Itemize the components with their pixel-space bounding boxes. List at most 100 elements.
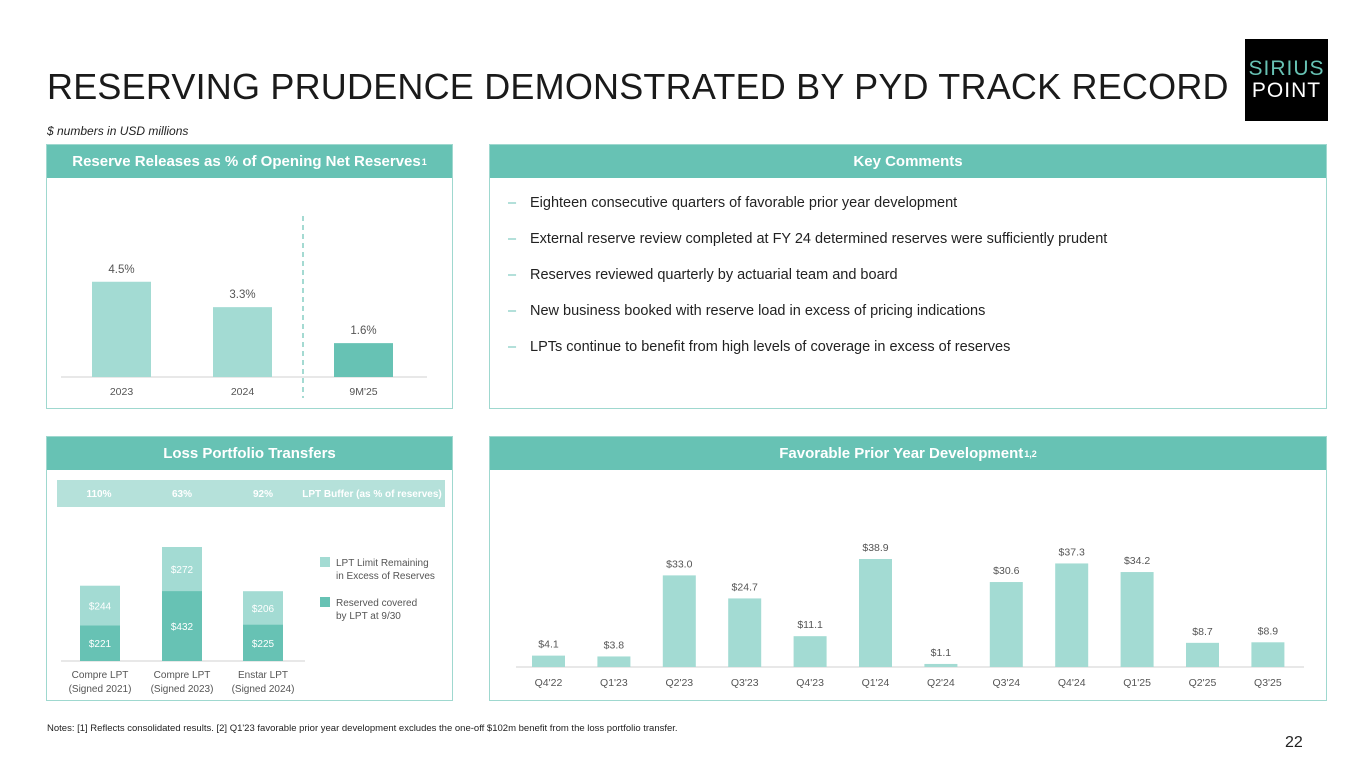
bar-Q3'24 <box>989 582 1023 667</box>
x-tick-label: Q3'23 <box>731 677 759 689</box>
x-tick-label: 2024 <box>231 386 255 398</box>
x-tick-label-line1: Compre LPT <box>154 670 211 681</box>
dash-bullet: – <box>508 195 517 211</box>
buffer-label: LPT Buffer (as % of reserves) <box>302 489 442 500</box>
buffer-value: 92% <box>253 489 273 500</box>
bar-Q4'23 <box>793 636 827 667</box>
legend-label-line2: by LPT at 9/30 <box>336 611 401 622</box>
pyd-footnote-ref: 1,2 <box>1024 448 1037 459</box>
bar-reserved-covered <box>243 624 283 661</box>
data-label: $225 <box>252 639 275 650</box>
comment-item: – New business booked with reserve load i… <box>508 303 1107 339</box>
x-tick-label: Q1'23 <box>600 677 628 689</box>
data-label: $30.6 <box>993 565 1019 577</box>
lpt-chart: 110% 63% 92% LPT Buffer (as % of reserves) $… <box>57 480 445 695</box>
key-comments-panel: Key Comments – Eighteen consecutive quart… <box>489 144 1327 409</box>
legend-swatch <box>320 597 330 607</box>
lpt-buffer-bar <box>57 480 445 507</box>
comment-item: – LPTs continue to benefit from high leve… <box>508 339 1107 375</box>
buffer-value: 110% <box>86 489 111 500</box>
comment-item: – External reserve review completed at FY… <box>508 231 1107 267</box>
x-tick-label: Q1'24 <box>862 677 890 689</box>
bar-9M'25 <box>334 343 393 377</box>
pyd-title: Favorable Prior Year Development <box>779 445 1024 462</box>
bar-reserved-covered <box>162 591 202 661</box>
data-label: 3.3% <box>229 289 255 301</box>
reserve-releases-chart: 4.5% 2023 3.3% 2024 1.6% 9M'25 <box>61 216 427 398</box>
data-label: $272 <box>171 565 194 576</box>
lpt-title: Loss Portfolio Transfers <box>163 445 336 462</box>
bar-Q3'25 <box>1251 642 1285 667</box>
legend-swatch <box>320 557 330 567</box>
reserve-releases-header: Reserve Releases as % of Opening Net Res… <box>47 145 452 178</box>
footnotes: Notes: [1] Reflects consolidated results… <box>47 723 678 734</box>
key-comments-header: Key Comments <box>490 145 1326 178</box>
data-label: $38.9 <box>862 542 888 554</box>
comment-item: – Reserves reviewed quarterly by actuaria… <box>508 267 1107 303</box>
comment-text: Eighteen consecutive quarters of favorab… <box>530 195 958 211</box>
data-label: $8.7 <box>1192 626 1213 638</box>
dash-bullet: – <box>508 303 517 319</box>
x-tick-label: Q3'25 <box>1254 677 1282 689</box>
comment-text: New business booked with reserve load in… <box>530 303 986 319</box>
x-tick-label: Q4'23 <box>796 677 824 689</box>
dash-bullet: – <box>508 339 517 355</box>
x-tick-label-line2: (Signed 2024) <box>232 684 295 695</box>
bar-Q2'24 <box>924 663 958 667</box>
data-label: $37.3 <box>1059 546 1085 558</box>
data-label: $244 <box>89 601 112 612</box>
legend-label-line2: in Excess of Reserves <box>336 571 435 582</box>
data-label: $33.0 <box>666 558 692 570</box>
lpt-header: Loss Portfolio Transfers <box>47 437 452 470</box>
logo-line-2: POINT <box>1251 79 1322 102</box>
bar-Q2'25 <box>1186 642 1219 667</box>
x-tick-label: 2023 <box>110 386 134 398</box>
data-label: $221 <box>89 639 112 650</box>
logo-line-1: SIRIUS <box>1248 57 1325 80</box>
data-label: $3.8 <box>604 639 625 651</box>
data-label: $34.2 <box>1124 555 1150 567</box>
pyd-panel: Favorable Prior Year Development 1,2 $4.1… <box>489 436 1327 701</box>
data-label: $8.9 <box>1258 625 1279 637</box>
bar-Q3'23 <box>728 598 762 667</box>
data-label: $206 <box>252 604 275 615</box>
bar-Q4'22 <box>532 655 565 667</box>
reserve-releases-footnote-ref: 1 <box>421 156 427 167</box>
bar-Q2'23 <box>662 575 696 667</box>
x-tick-label: Q2'24 <box>927 677 955 689</box>
company-logo: SIRIUS POINT <box>1245 39 1328 121</box>
x-tick-label-line1: Enstar LPT <box>238 670 288 681</box>
x-tick-label-line1: Compre LPT <box>72 670 129 681</box>
data-label: $4.1 <box>538 639 559 651</box>
data-label: 4.5% <box>108 264 134 276</box>
bar-limit-remaining <box>243 591 283 625</box>
pyd-header: Favorable Prior Year Development 1,2 <box>490 437 1326 470</box>
key-comments-list: – Eighteen consecutive quarters of favora… <box>508 195 1107 375</box>
x-tick-label: 9M'25 <box>349 386 377 398</box>
comment-item: – Eighteen consecutive quarters of favora… <box>508 195 1107 231</box>
data-label: 1.6% <box>350 325 376 337</box>
data-label: $432 <box>171 622 194 633</box>
comment-text: LPTs continue to benefit from high level… <box>530 339 1011 355</box>
x-tick-label: Q4'22 <box>535 677 563 689</box>
x-tick-label: Q3'24 <box>992 677 1020 689</box>
x-tick-label: Q2'25 <box>1189 677 1217 689</box>
data-label: $11.1 <box>797 619 823 631</box>
dash-bullet: – <box>508 231 517 247</box>
bar-limit-remaining <box>162 547 202 592</box>
key-comments-title: Key Comments <box>853 153 963 170</box>
bar-Q1'23 <box>597 656 631 667</box>
data-label: $1.1 <box>931 647 952 659</box>
x-tick-label-line2: (Signed 2021) <box>69 684 132 695</box>
bar-Q4'24 <box>1055 563 1089 667</box>
x-tick-label-line2: (Signed 2023) <box>151 684 214 695</box>
x-tick-label: Q1'25 <box>1123 677 1151 689</box>
units-note: $ numbers in USD millions <box>47 124 189 138</box>
bar-Q1'24 <box>859 559 892 667</box>
comment-text: Reserves reviewed quarterly by actuarial… <box>530 267 898 283</box>
bar-Q1'25 <box>1120 572 1154 667</box>
data-label: $24.7 <box>732 581 758 593</box>
reserve-releases-title: Reserve Releases as % of Opening Net Res… <box>72 153 421 170</box>
lpt-panel: Loss Portfolio Transfers 110% 63% 92% LPT B… <box>46 436 453 701</box>
bar-2024 <box>213 307 272 377</box>
